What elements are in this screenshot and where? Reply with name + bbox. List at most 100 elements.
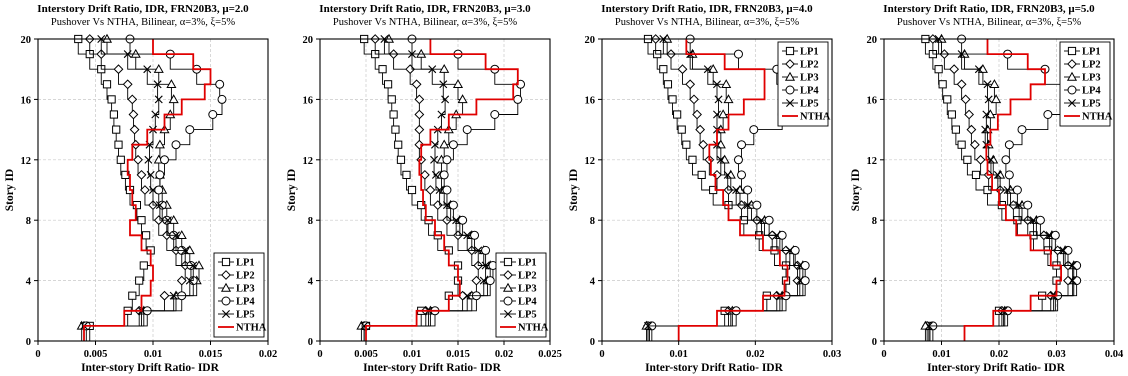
y-tick-label: 8 [872, 216, 877, 227]
data-point-lp5 [723, 170, 732, 179]
legend: LP1 LP2 LP3 LP4 LP5 NTHA [495, 252, 549, 338]
data-point-lp5 [146, 170, 155, 179]
series-line-ntha [963, 39, 1062, 341]
data-point-lp5 [479, 276, 488, 285]
legend-label: NTHA [1082, 112, 1113, 123]
data-point-lp5 [757, 216, 766, 225]
data-point-lp4 [1072, 276, 1082, 286]
data-point-lp5 [189, 261, 198, 270]
data-point-lp5 [153, 80, 162, 89]
legend-marker [504, 310, 512, 318]
series-ntha [365, 39, 519, 341]
data-point-lp2 [949, 64, 960, 75]
data-point-lp4 [1043, 110, 1053, 119]
legend-label: LP5 [800, 99, 819, 110]
data-point-lp1 [957, 140, 966, 149]
data-point-lp2 [677, 64, 688, 75]
legend-item-lp5: LP5 [500, 310, 537, 321]
data-point-lp3 [708, 63, 719, 73]
data-point-lp3 [168, 214, 179, 224]
data-point-lp4 [790, 245, 800, 255]
data-point-lp4 [481, 245, 491, 255]
data-point-lp1 [947, 110, 956, 119]
data-point-lp2 [414, 109, 425, 120]
data-point-lp2 [956, 79, 967, 90]
y-axis-label: Story ID [286, 169, 298, 212]
series-group [356, 33, 526, 341]
chart-subtitle: Pushover Vs NTHA, Bilinear, α=3%, ξ=5% [615, 17, 799, 28]
data-point-lp5 [169, 291, 178, 300]
x-axis: 0 0.01 0.02 0.03 [599, 341, 841, 360]
data-point-lp4 [764, 215, 774, 225]
x-tick-label: 0.005 [354, 349, 378, 360]
data-point-lp1 [114, 140, 123, 149]
data-point-lp5 [716, 155, 725, 164]
data-point-lp4 [470, 230, 480, 240]
legend: LP1 LP2 LP3 LP4 LP5 NTHA [213, 252, 267, 338]
data-point-lp5 [481, 261, 490, 270]
legend-marker [785, 46, 795, 56]
series-ntha [83, 39, 212, 341]
data-point-lp3 [184, 245, 195, 255]
data-point-lp1 [943, 95, 952, 104]
legend-marker [1067, 59, 1077, 69]
data-point-lp3 [989, 79, 1000, 88]
data-point-lp3 [991, 94, 1002, 104]
data-point-lp1 [387, 95, 396, 104]
legend-item-lp1: LP1 [500, 258, 537, 269]
data-point-lp2 [411, 79, 422, 90]
legend-label: LP2 [1082, 60, 1101, 71]
series-line-lp5 [363, 39, 487, 341]
data-point-lp3 [439, 139, 450, 149]
data-point-lp2 [129, 124, 140, 135]
data-point-lp1 [963, 155, 972, 164]
data-point-lp5 [172, 231, 180, 240]
data-point-lp4 [733, 49, 743, 59]
x-tick-label: 0 [881, 349, 886, 360]
data-point-lp1 [389, 110, 398, 119]
data-point-lp4 [208, 110, 218, 119]
data-point-lp4 [185, 125, 195, 135]
chart-panel-2: Interstory Drift Ratio, IDR, FRN20B3, μ=… [282, 0, 564, 376]
data-point-lp3 [193, 260, 205, 270]
data-point-lp5 [463, 291, 472, 300]
chart-mu-2: Interstory Drift Ratio, IDR, FRN20B3, μ=… [4, 3, 277, 374]
data-point-lp2 [960, 94, 971, 105]
y-tick-label: 16 [21, 95, 32, 106]
data-point-lp1 [682, 140, 691, 149]
data-point-lp4 [458, 215, 468, 225]
data-point-lp5 [428, 65, 437, 74]
data-point-lp3 [130, 48, 141, 58]
y-axis: 0 4 8 12 16 20 [585, 35, 602, 348]
legend-marker [221, 296, 231, 306]
y-axis: 0 4 8 12 16 20 [303, 35, 320, 348]
data-point-lp1 [673, 110, 682, 119]
legend-item-lp4: LP4 [782, 85, 819, 97]
x-tick-label: 0.02 [990, 349, 1008, 360]
legend-label: NTHA [518, 323, 549, 334]
legend-label: LP1 [236, 258, 255, 269]
data-point-lp4 [1004, 170, 1014, 180]
data-point-lp4 [1050, 230, 1060, 240]
y-axis-label: Story ID [850, 169, 862, 212]
data-point-lp5 [163, 216, 172, 225]
series-ntha [677, 39, 789, 341]
data-point-lp2 [685, 79, 696, 90]
data-point-lp1 [135, 276, 144, 285]
data-point-lp2 [127, 94, 138, 105]
legend: LP1 LP2 LP3 LP4 LP5 NTHA [1059, 41, 1113, 127]
legend-label: LP2 [800, 60, 819, 71]
legend-marker [784, 71, 796, 81]
data-point-lp3 [168, 94, 179, 104]
data-point-lp2 [414, 94, 425, 105]
series-lp5 [80, 35, 198, 341]
legend-marker [221, 257, 231, 267]
data-point-lp1 [112, 125, 121, 134]
data-point-lp5 [924, 321, 933, 330]
y-tick-label: 12 [303, 156, 314, 167]
data-point-lp5 [785, 246, 794, 255]
data-point-lp2 [419, 169, 430, 180]
data-point-lp3 [176, 230, 187, 239]
y-tick-label: 0 [26, 337, 31, 348]
chart-title: Interstory Drift Ratio, IDR, FRN20B3, μ=… [37, 3, 249, 15]
